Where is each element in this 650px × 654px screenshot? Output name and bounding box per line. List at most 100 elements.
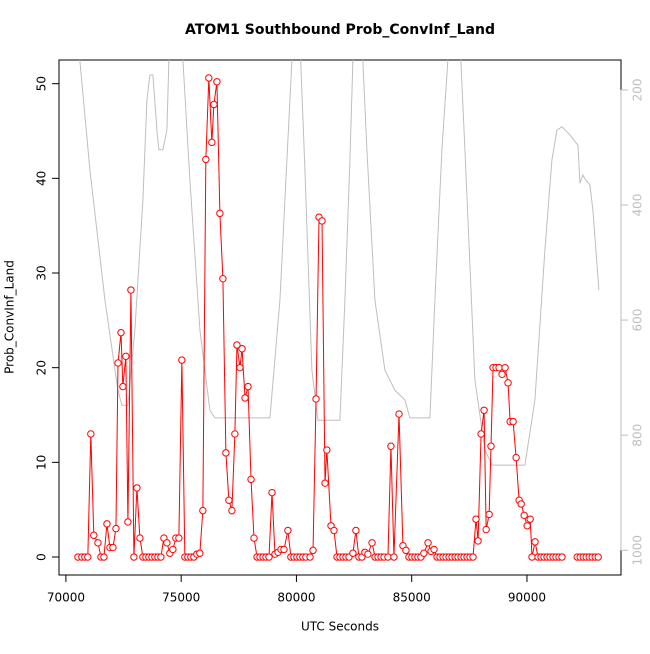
data-point: [241, 394, 249, 402]
chart-title: ATOM1 Southbound Prob_ConvInf_Land: [185, 22, 495, 38]
data-point: [84, 553, 92, 561]
data-point: [213, 78, 221, 86]
data-point: [265, 553, 273, 561]
data-point: [472, 515, 480, 523]
data-point: [228, 506, 236, 515]
x-tick-label: 80000: [277, 591, 315, 605]
data-point: [169, 545, 177, 554]
data-point: [157, 553, 165, 561]
data-point: [208, 138, 216, 147]
data-point: [87, 430, 95, 438]
data-point: [349, 549, 357, 557]
data-point: [199, 506, 207, 515]
data-point: [219, 274, 227, 283]
data-point: [390, 553, 398, 561]
data-point: [136, 534, 144, 542]
data-point: [127, 286, 135, 294]
data-point: [387, 442, 395, 450]
data-point: [323, 446, 331, 454]
data-point: [498, 370, 506, 379]
data-point: [474, 537, 482, 545]
data-point: [284, 526, 292, 535]
data-point: [430, 545, 438, 554]
data-point: [268, 488, 276, 497]
y-tick-label: 10: [35, 455, 49, 470]
data-point: [487, 442, 495, 450]
data-point: [352, 526, 360, 535]
y2-tick-label: 600: [631, 309, 645, 332]
data-point: [395, 410, 403, 418]
data-point: [205, 74, 213, 82]
pressure-line: [79, 60, 600, 466]
data-point: [238, 345, 246, 353]
data-point: [114, 359, 122, 367]
data-point: [330, 526, 338, 535]
data-point: [100, 553, 108, 561]
data-point: [250, 534, 258, 542]
data-point: [424, 539, 432, 547]
data-point: [526, 515, 534, 523]
data-point: [523, 522, 531, 530]
y-tick-label: 40: [35, 171, 49, 186]
data-point: [112, 524, 120, 533]
data-point: [133, 484, 141, 492]
data-point: [469, 553, 477, 561]
y-tick-label: 50: [35, 76, 49, 91]
data-point: [122, 352, 130, 361]
data-point: [512, 453, 520, 462]
data-point: [130, 553, 138, 561]
data-point: [306, 553, 314, 561]
data-point: [280, 545, 288, 554]
data-point: [480, 406, 488, 414]
y-axis-label: Prob_ConvInf_Land: [3, 260, 17, 374]
data-point: [321, 479, 329, 487]
data-point: [309, 546, 317, 555]
y-tick-label: 0: [35, 553, 49, 561]
x-tick-label: 90000: [508, 591, 546, 605]
data-point: [196, 549, 204, 557]
data-point: [247, 475, 255, 484]
x-tick-label: 70000: [47, 591, 85, 605]
data-point: [163, 539, 171, 547]
data-point: [594, 553, 602, 561]
data-point: [236, 363, 244, 372]
data-point: [477, 430, 485, 438]
y-tick-label: 30: [35, 265, 49, 280]
data-point: [312, 395, 320, 403]
data-point: [558, 553, 566, 561]
data-point: [94, 539, 102, 547]
data-point: [495, 363, 503, 372]
data-point: [119, 382, 127, 391]
x-tick-label: 75000: [162, 591, 200, 605]
y2-tick-label: 800: [631, 424, 645, 447]
data-point: [210, 100, 218, 109]
y2-tick-label: 400: [631, 194, 645, 217]
data-point: [225, 496, 233, 504]
data-point: [318, 217, 326, 225]
y-tick-label: 20: [35, 360, 49, 375]
data-point: [420, 549, 428, 557]
data-point: [504, 379, 512, 387]
data-point: [485, 510, 493, 519]
data-point: [384, 553, 392, 561]
data-point: [231, 430, 239, 438]
data-point: [517, 500, 525, 508]
data-point: [216, 209, 224, 218]
data-point: [531, 538, 539, 546]
data-point: [402, 546, 410, 555]
data-point: [202, 155, 210, 164]
data-point: [90, 531, 98, 539]
data-point: [528, 553, 536, 561]
y2-tick-label: 1000: [631, 535, 645, 566]
data-point: [117, 328, 125, 337]
data-point: [364, 550, 372, 558]
data-point: [233, 341, 241, 349]
x-axis-label: UTC Seconds: [301, 620, 379, 634]
data-point: [509, 417, 517, 426]
y2-tick-label: 200: [631, 78, 645, 101]
data-point: [501, 363, 509, 372]
plot-area: [74, 60, 602, 561]
data-point: [368, 539, 376, 547]
